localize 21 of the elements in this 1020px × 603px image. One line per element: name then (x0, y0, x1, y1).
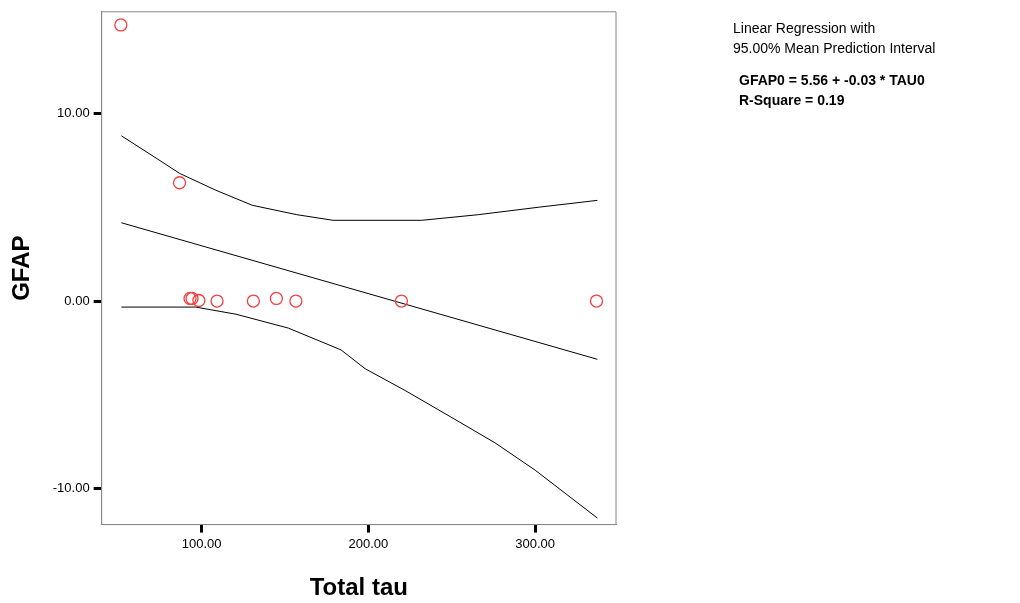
text: GFAP0 = 5.56 + -0.03 * TAU0 (739, 71, 925, 88)
y-axis-title: GFAP (7, 235, 35, 301)
point (394, 294, 409, 308)
x-axis-title: Total tau (309, 573, 408, 601)
x-tick-label: 200.00 (348, 535, 389, 551)
text: R-Square = 0.19 (739, 91, 845, 108)
point (289, 294, 303, 308)
y-tick-label: -10.00 (52, 480, 90, 496)
text: 95.00% Mean Prediction Interval (733, 39, 936, 56)
x-tick-label: 300.00 (515, 535, 556, 551)
y-tick-label: 0.00 (64, 292, 90, 308)
point (114, 18, 128, 32)
point (589, 294, 604, 308)
text: Linear Regression with (733, 19, 876, 36)
point (192, 293, 206, 308)
y-tick-label: 10.00 (57, 104, 90, 120)
point (210, 294, 224, 308)
point (246, 294, 261, 308)
point (172, 176, 187, 190)
x-tick-label: 100.00 (181, 535, 222, 551)
point (269, 291, 284, 306)
